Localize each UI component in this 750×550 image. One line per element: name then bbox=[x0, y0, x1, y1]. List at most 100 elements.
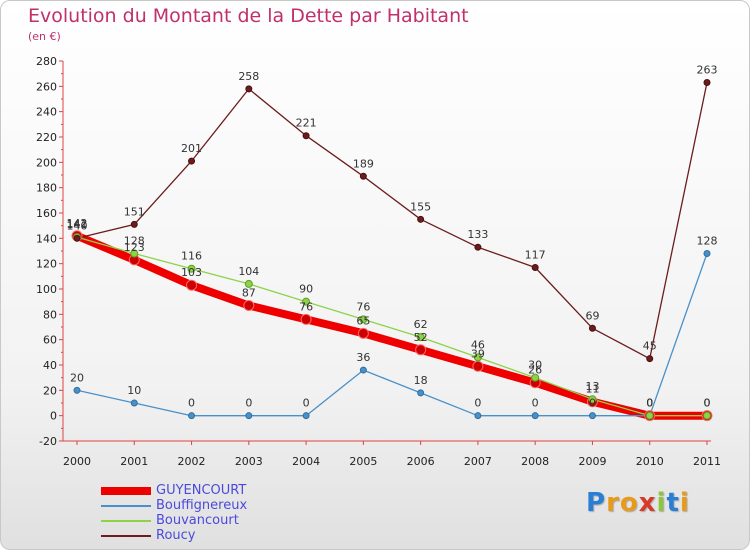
proxiti-logo: Proxiti bbox=[586, 488, 690, 518]
y-tick-label: -20 bbox=[39, 435, 57, 448]
data-label-roucy: 45 bbox=[643, 340, 657, 353]
data-point-bouffignereux bbox=[703, 250, 711, 258]
data-point-bouvancourt bbox=[416, 333, 425, 342]
axes: -200204060801001201401601802002202402602… bbox=[36, 55, 721, 468]
logo-letter: i bbox=[656, 488, 667, 518]
data-label-bouvancourt: 116 bbox=[181, 250, 202, 263]
data-label-roucy: 133 bbox=[467, 228, 488, 241]
data-point-roucy bbox=[245, 85, 253, 93]
data-point-bouffignereux bbox=[73, 386, 81, 394]
x-tick-label: 2002 bbox=[178, 455, 206, 468]
data-label-bouffignereux: 18 bbox=[414, 374, 428, 387]
legend-swatch bbox=[101, 505, 151, 507]
data-label-bouvancourt: 141 bbox=[67, 218, 88, 231]
data-label-bouvancourt: 46 bbox=[471, 338, 485, 351]
x-tick-label: 2009 bbox=[578, 455, 606, 468]
data-point-roucy bbox=[703, 79, 711, 87]
logo-letter: P bbox=[586, 488, 607, 518]
data-point-bouvancourt bbox=[302, 297, 311, 306]
data-point-roucy bbox=[474, 243, 482, 251]
chart-subtitle: (en €) bbox=[28, 30, 61, 43]
data-label-bouffignereux: 36 bbox=[356, 351, 370, 364]
data-label-bouffignereux: 0 bbox=[532, 397, 539, 410]
data-point-guyencourt bbox=[357, 327, 369, 339]
data-label-guyencourt: 103 bbox=[181, 266, 202, 279]
data-label-bouffignereux: 0 bbox=[589, 397, 596, 410]
x-tick-label: 2003 bbox=[235, 455, 263, 468]
data-point-bouvancourt bbox=[359, 315, 368, 324]
data-label-guyencourt: 26 bbox=[528, 364, 542, 377]
data-label-guyencourt: 11 bbox=[585, 383, 599, 396]
data-label-bouvancourt: 62 bbox=[414, 318, 428, 331]
data-point-roucy bbox=[359, 172, 367, 180]
x-tick-label: 2001 bbox=[120, 455, 148, 468]
data-label-bouffignereux: 10 bbox=[127, 384, 141, 397]
data-point-guyencourt bbox=[415, 344, 427, 356]
data-label-roucy: 117 bbox=[525, 248, 546, 261]
data-label-bouvancourt: 90 bbox=[299, 283, 313, 296]
data-label-guyencourt: 0 bbox=[704, 397, 711, 410]
y-tick-label: 180 bbox=[36, 182, 57, 195]
legend-swatch bbox=[101, 520, 151, 522]
y-tick-label: 240 bbox=[36, 106, 57, 119]
data-point-bouvancourt bbox=[130, 249, 139, 258]
data-point-guyencourt bbox=[186, 279, 198, 291]
data-point-guyencourt bbox=[243, 299, 255, 311]
data-point-bouvancourt bbox=[703, 411, 711, 420]
series-line-bouffignereux bbox=[76, 253, 708, 417]
data-point-bouffignereux bbox=[531, 412, 539, 420]
data-label-guyencourt: 123 bbox=[124, 241, 145, 254]
data-label-bouvancourt: 30 bbox=[528, 359, 542, 372]
data-label-bouffignereux: 0 bbox=[188, 397, 195, 410]
data-point-bouvancourt bbox=[473, 353, 482, 362]
data-label-bouvancourt: 0 bbox=[646, 397, 653, 410]
y-tick-label: 80 bbox=[43, 308, 57, 321]
legend-swatch bbox=[101, 535, 151, 537]
logo-letter: r bbox=[606, 488, 620, 518]
y-tick-label: 0 bbox=[50, 410, 57, 423]
data-label-bouffignereux: 0 bbox=[245, 397, 252, 410]
data-point-roucy bbox=[302, 132, 310, 140]
y-tick-label: 260 bbox=[36, 80, 57, 93]
x-tick-label: 2010 bbox=[636, 455, 664, 468]
y-tick-label: 220 bbox=[36, 131, 57, 144]
data-label-roucy: 263 bbox=[697, 64, 718, 77]
logo-letter: t bbox=[666, 488, 680, 518]
data-point-roucy bbox=[531, 263, 539, 271]
y-tick-label: 160 bbox=[36, 207, 57, 220]
data-point-roucy bbox=[73, 234, 81, 242]
x-tick-label: 2006 bbox=[407, 455, 435, 468]
data-label-roucy: 140 bbox=[67, 219, 88, 232]
data-label-roucy: 69 bbox=[585, 309, 599, 322]
logo-letter: i bbox=[679, 488, 690, 518]
x-tick-label: 2011 bbox=[693, 455, 721, 468]
data-label-guyencourt: 52 bbox=[414, 331, 428, 344]
series-points bbox=[71, 79, 713, 422]
data-point-bouffignereux bbox=[417, 389, 425, 397]
series-line-roucy bbox=[76, 82, 708, 360]
data-point-bouvancourt bbox=[645, 411, 654, 420]
data-point-bouffignereux bbox=[245, 412, 253, 420]
x-tick-label: 2004 bbox=[292, 455, 320, 468]
y-tick-label: 200 bbox=[36, 156, 57, 169]
legend-label: Bouvancourt bbox=[156, 513, 239, 528]
data-point-roucy bbox=[588, 324, 596, 332]
y-tick-label: 140 bbox=[36, 232, 57, 245]
x-tick-label: 2008 bbox=[521, 455, 549, 468]
data-label-roucy: 155 bbox=[410, 200, 431, 213]
y-tick-label: 120 bbox=[36, 258, 57, 271]
data-label-roucy: 258 bbox=[238, 70, 259, 83]
y-tick-label: 20 bbox=[43, 384, 57, 397]
data-label-bouffignereux: 0 bbox=[646, 397, 653, 410]
data-point-bouffignereux bbox=[188, 412, 196, 420]
data-label-bouvancourt: 0 bbox=[704, 397, 711, 410]
y-tick-label: 40 bbox=[43, 359, 57, 372]
data-label-bouffignereux: 0 bbox=[474, 397, 481, 410]
data-point-bouvancourt bbox=[244, 279, 253, 288]
chart-title: Evolution du Montant de la Dette par Hab… bbox=[28, 5, 469, 27]
data-label-roucy: 201 bbox=[181, 142, 202, 155]
x-tick-label: 2007 bbox=[464, 455, 492, 468]
data-label-guyencourt: 39 bbox=[471, 347, 485, 360]
data-label-guyencourt: 142 bbox=[67, 217, 88, 230]
